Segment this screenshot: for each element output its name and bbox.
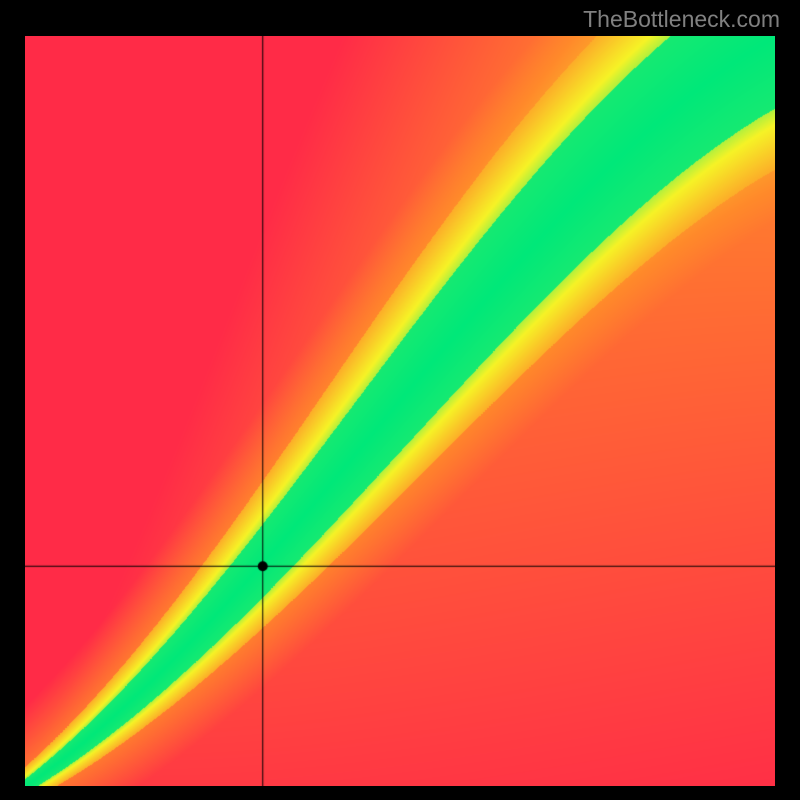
heatmap-canvas <box>25 36 775 786</box>
attribution-label: TheBottleneck.com <box>583 6 780 33</box>
heatmap-plot <box>25 36 775 786</box>
chart-container: TheBottleneck.com <box>0 0 800 800</box>
